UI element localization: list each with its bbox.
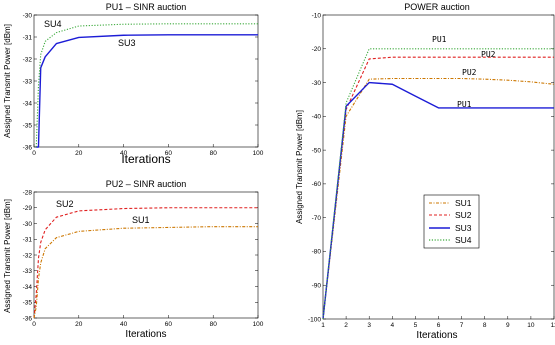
pu1-y-ticks: -30 -31 -32 -33 -34 -35 -36 — [23, 12, 258, 151]
x-tick-label: 6 — [437, 322, 441, 329]
power-plot-frame — [322, 14, 555, 320]
x-tick-label: 40 — [120, 150, 128, 157]
pu2-label-su1: SU1 — [132, 215, 150, 225]
pu1-title: PU1 – SINR auction — [106, 2, 187, 12]
pu2-x-axis-label: Iterations — [125, 329, 166, 340]
y-tick-label: -35 — [23, 122, 33, 129]
y-tick-label: -60 — [312, 181, 322, 188]
pu1-series-lines — [35, 23, 258, 148]
power-label-pu2-top: PU2 — [481, 50, 496, 59]
power-x-ticks: 1 2 3 4 5 6 7 8 9 10 11 — [321, 316, 555, 329]
y-tick-label: -31 — [23, 237, 33, 244]
pu1-label-su3: SU3 — [118, 38, 136, 48]
x-tick-label: 0 — [32, 150, 36, 157]
y-tick-label: -34 — [23, 100, 33, 107]
x-tick-label: 20 — [75, 150, 83, 157]
x-tick-label: 4 — [390, 322, 394, 329]
x-tick-label: 10 — [527, 322, 535, 329]
y-tick-label: -36 — [23, 144, 33, 151]
legend-box — [423, 194, 480, 249]
legend-label-su2: SU2 — [455, 210, 472, 220]
y-tick-label: -31 — [23, 34, 33, 41]
x-tick-label: 80 — [210, 150, 218, 157]
pu1-x-ticks: 0 20 40 60 80 100 — [32, 144, 264, 157]
pu1-y-axis-label: Assigned Transmit Power [dBm] — [3, 24, 12, 138]
x-tick-label: 9 — [506, 322, 510, 329]
x-tick-label: 60 — [165, 321, 173, 328]
pu2-y-axis-label: Assigned Transmit Power [dBm] — [3, 199, 12, 313]
y-tick-label: -40 — [312, 114, 322, 121]
power-legend: SU1 SU2 SU3 SU4 — [423, 194, 480, 249]
pu2-label-su2: SU2 — [56, 199, 74, 209]
y-tick-label: -50 — [312, 147, 322, 154]
pu1-chart: PU1 – SINR auction -30 -31 -32 -33 -34 -35 -36… — [3, 2, 264, 166]
y-tick-label: -33 — [23, 268, 33, 275]
pu2-title: PU2 – SINR auction — [106, 179, 187, 189]
power-chart: POWER auction -10 -20 -30 -40 -50 -60 -70 -80 -9… — [295, 2, 555, 341]
y-tick-label: -90 — [312, 283, 322, 290]
power-y-ticks: -10 -20 -30 -40 -50 -60 -70 -80 -90 -100 — [308, 12, 554, 323]
x-tick-label: 2 — [344, 322, 348, 329]
x-tick-label: 5 — [414, 322, 418, 329]
power-title: POWER auction — [404, 2, 470, 12]
y-tick-label: -36 — [23, 315, 33, 322]
y-tick-label: -30 — [312, 80, 322, 87]
pu2-chart: PU2 – SINR auction -28 -29 -30 -31 -32 -33 -34… — [3, 179, 264, 340]
x-tick-label: 40 — [120, 321, 128, 328]
x-tick-label: 3 — [367, 322, 371, 329]
y-tick-label: -100 — [308, 316, 321, 323]
series-line-su3 — [36, 34, 258, 148]
series-line-su1 — [322, 77, 555, 320]
series-line-su4 — [35, 23, 258, 148]
power-label-pu1-top: PU1 — [432, 35, 447, 44]
x-tick-label: 7 — [460, 322, 464, 329]
legend-label-su4: SU4 — [455, 235, 472, 245]
power-label-pu1-mid: PU1 — [457, 100, 472, 109]
series-line-su1 — [33, 226, 258, 319]
x-tick-label: 1 — [321, 322, 325, 329]
y-tick-label: -33 — [23, 78, 33, 85]
legend-label-su1: SU1 — [455, 198, 472, 208]
series-line-su3 — [322, 81, 554, 320]
x-tick-label: 80 — [210, 321, 218, 328]
x-tick-label: 60 — [165, 150, 173, 157]
power-label-pu2-mid: PU2 — [462, 68, 477, 77]
series-line-su2 — [33, 207, 258, 319]
y-tick-label: -34 — [23, 284, 33, 291]
pu1-x-axis-label: Iterations — [121, 152, 170, 166]
y-tick-label: -30 — [23, 12, 33, 19]
y-tick-label: -10 — [312, 12, 322, 19]
pu2-series-lines — [33, 207, 258, 319]
y-tick-label: -35 — [23, 300, 33, 307]
legend-label-su3: SU3 — [455, 223, 472, 233]
y-tick-label: -29 — [23, 205, 33, 212]
x-tick-label: 20 — [75, 321, 83, 328]
y-tick-label: -32 — [23, 56, 33, 63]
x-tick-label: 100 — [253, 150, 264, 157]
pu2-y-ticks: -28 -29 -30 -31 -32 -33 -34 -35 -36 — [23, 189, 258, 322]
pu1-label-su4: SU4 — [44, 19, 62, 29]
series-line-su2 — [322, 56, 554, 320]
x-tick-label: 0 — [32, 321, 36, 328]
y-tick-label: -28 — [23, 189, 33, 196]
power-series-lines — [322, 48, 555, 320]
x-tick-label: 100 — [253, 321, 264, 328]
y-tick-label: -32 — [23, 252, 33, 259]
y-tick-label: -30 — [23, 221, 33, 228]
x-tick-label: 8 — [483, 322, 487, 329]
y-tick-label: -20 — [312, 46, 322, 53]
pu2-x-ticks: 0 20 40 60 80 100 — [32, 315, 264, 328]
y-tick-label: -80 — [312, 249, 322, 256]
x-tick-label: 11 — [551, 322, 555, 329]
power-x-axis-label: Iterations — [416, 330, 457, 341]
series-line-su4 — [322, 48, 554, 320]
power-y-axis-label: Assigned Transmit Power [dBm] — [295, 110, 304, 224]
pu2-plot-frame — [33, 191, 259, 319]
y-tick-label: -70 — [312, 215, 322, 222]
